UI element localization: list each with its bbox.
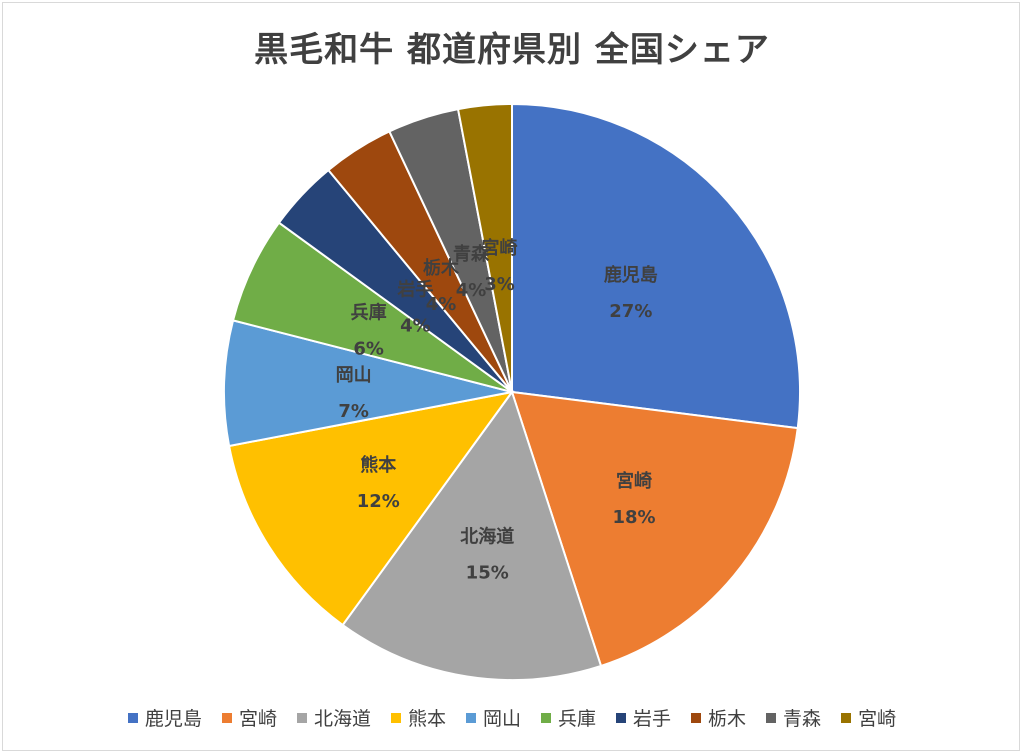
legend-swatch <box>296 712 307 723</box>
data-label-3: 北海道 15% <box>460 525 514 583</box>
legend-swatch <box>766 712 777 723</box>
legend-swatch <box>221 712 232 723</box>
legend-swatch <box>465 712 476 723</box>
legend-item: 栃木 <box>691 704 746 731</box>
data-label-9: 青森 4% <box>453 243 490 301</box>
pie-slice-10 <box>456 102 513 393</box>
data-label-4: 熊本 12% <box>357 454 400 512</box>
legend-label: 宮崎 <box>238 708 277 730</box>
pie-slice-2 <box>510 390 799 668</box>
data-label-6: 兵庫 6% <box>351 302 387 360</box>
legend-swatch <box>390 712 401 723</box>
legend-item: 青森 <box>766 704 821 731</box>
legend-swatch <box>616 712 627 723</box>
legend-label: 栃木 <box>708 708 747 730</box>
legend-label: 岡山 <box>482 708 521 730</box>
legend-swatch <box>127 712 138 723</box>
legend-swatch <box>541 712 551 723</box>
legend-swatch <box>691 712 702 723</box>
data-label-7: 岩手 4% <box>396 278 433 336</box>
legend-label: 青森 <box>783 708 822 730</box>
data-label-8: 栃木 4% <box>423 257 460 315</box>
data-label-10: 宮崎 3% <box>482 237 518 295</box>
legend-swatch <box>841 712 852 723</box>
data-label-5: 岡山 7% <box>336 365 372 422</box>
pie-slice-1 <box>511 102 801 430</box>
legend-label: 北海道 <box>313 708 371 730</box>
legend-item: 北海道 <box>296 704 371 731</box>
pie-slice-5 <box>223 319 513 448</box>
data-label-2: 宮崎 18% <box>613 470 656 528</box>
legend-label: 鹿児島 <box>144 708 202 730</box>
legend-item: 鹿児島 <box>127 704 202 731</box>
pie-slice-4 <box>227 390 515 627</box>
legend-item: 宮崎 <box>221 704 277 731</box>
legend-item: 兵庫 <box>541 704 596 731</box>
chart-title: 黒毛和牛 都道府県別 全国シェア <box>254 30 770 70</box>
pie-chart: 鹿児島 27% 宮崎 18% 北海道 15% 熊本 12% 岡山 7% 兵庫 6%岩手 4%栃木 4%青森… <box>223 102 801 681</box>
legend-item: 岡山 <box>465 704 521 731</box>
legend-label: 岩手 <box>633 708 672 730</box>
legend-label: 熊本 <box>407 708 446 730</box>
legend-item: 宮崎 <box>841 704 896 731</box>
legend-label: 兵庫 <box>558 708 597 730</box>
data-label-1: 鹿児島 27% <box>604 264 658 322</box>
legend-item: 岩手 <box>616 704 671 731</box>
legend-item: 熊本 <box>390 704 446 731</box>
chart-legend: 鹿児島 宮崎 北海道 熊本 岡山 兵庫 岩手 栃木 青森 宮崎 <box>0 704 1024 731</box>
pie-slice-3 <box>341 389 603 681</box>
legend-label: 宮崎 <box>858 708 897 730</box>
